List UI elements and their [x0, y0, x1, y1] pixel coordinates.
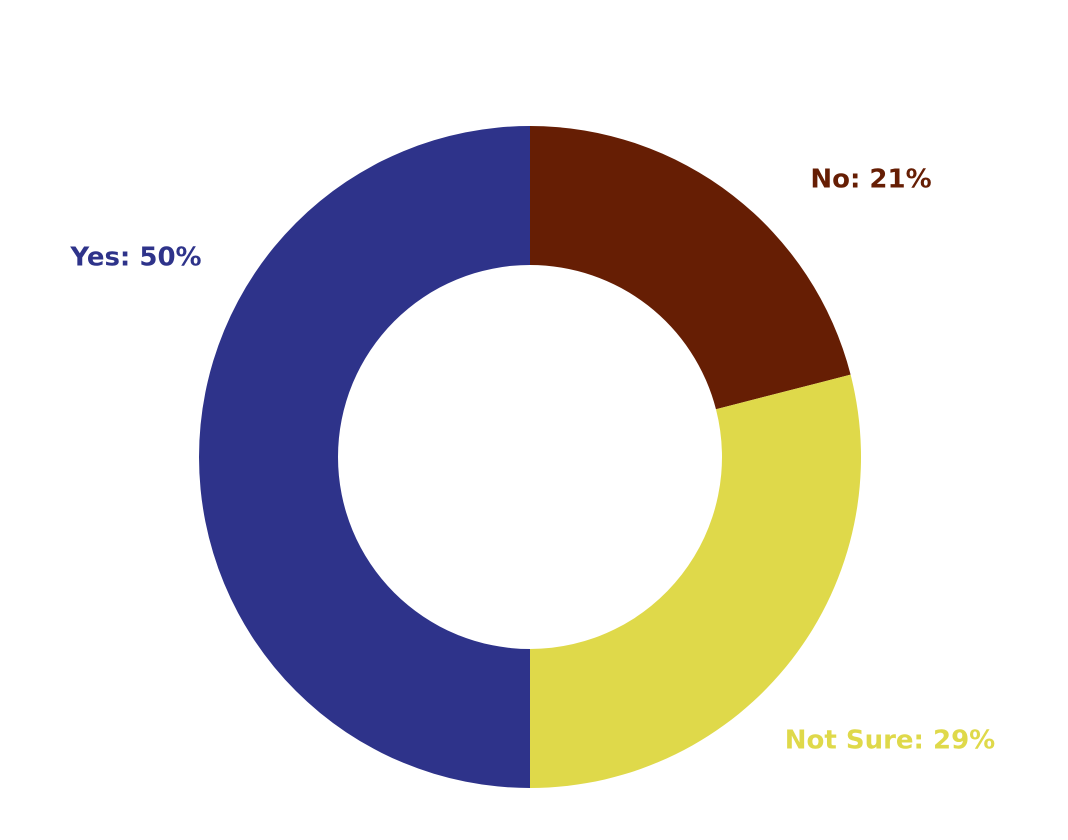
donut-slice	[199, 126, 530, 788]
slice-label: Not Sure: 29%	[785, 726, 995, 756]
slice-label: No: 21%	[810, 165, 931, 195]
slice-label: Yes: 50%	[69, 243, 201, 273]
donut-slice	[530, 374, 861, 788]
donut-slice	[530, 126, 851, 410]
